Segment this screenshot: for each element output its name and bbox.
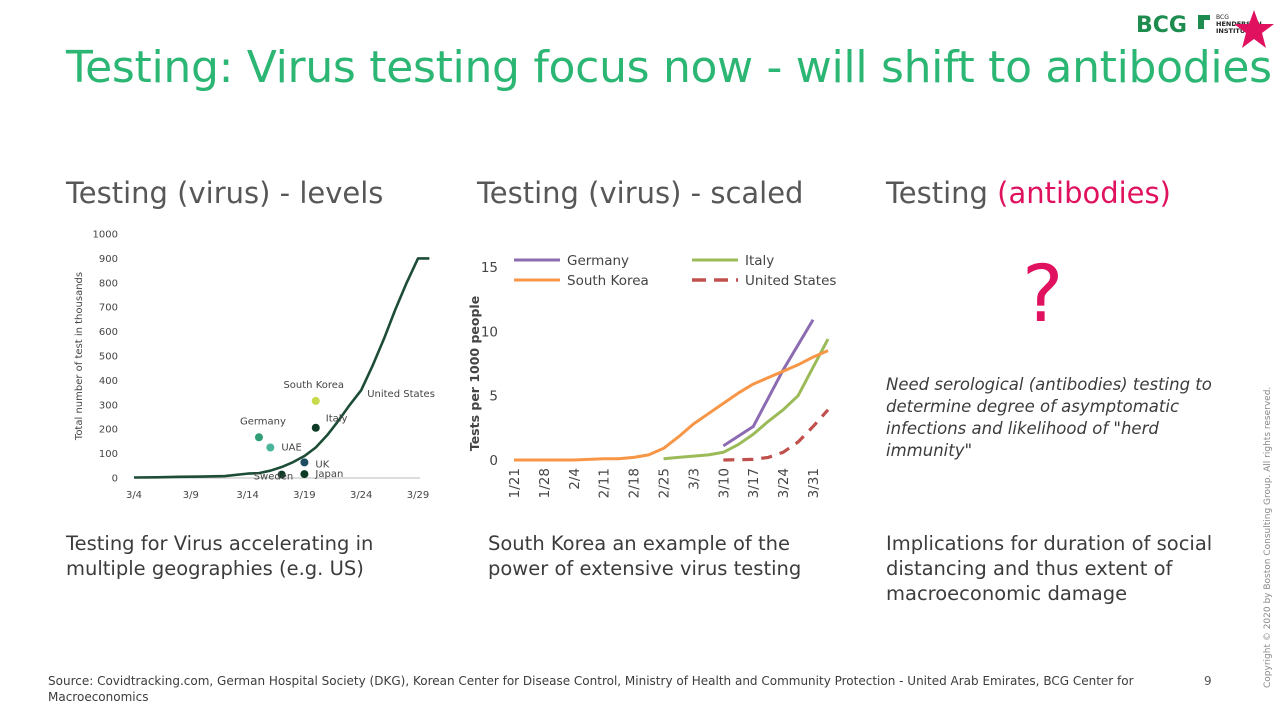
x-tick-label: 3/3 (686, 468, 702, 490)
logo-sub1: BCG (1216, 14, 1229, 21)
source-note: Source: Covidtracking.com, German Hospit… (48, 674, 1134, 704)
point-label: Japan (314, 469, 343, 480)
x-tick-label: 3/9 (183, 490, 199, 501)
series-line-us (133, 257, 430, 479)
y-tick-label: 500 (99, 352, 118, 363)
data-point (311, 396, 320, 405)
page-number: 9 (1204, 674, 1212, 688)
legend-label: Germany (567, 253, 629, 269)
logo-sub3: INSTITUTE (1216, 27, 1254, 35)
y-tick-label: 15 (481, 260, 498, 276)
section-heading-scaled: Testing (virus) - scaled (477, 176, 804, 210)
y-tick-label: 200 (99, 425, 118, 436)
caption-levels: Testing for Virus accelerating in multip… (66, 532, 374, 580)
x-tick-label: 3/24 (350, 490, 372, 501)
section-heading-levels: Testing (virus) - levels (66, 176, 384, 210)
point-label: Germany (240, 416, 286, 427)
series-line-united-states (723, 408, 830, 462)
page-title: Testing: Virus testing focus now - will … (66, 42, 1272, 93)
y-tick-label: 0 (489, 453, 498, 469)
heading-accent: (antibodies) (997, 176, 1171, 210)
data-point (266, 443, 275, 452)
series-line-south-korea (514, 349, 829, 462)
x-tick-label: 3/4 (126, 490, 142, 501)
point-label: Italy (326, 414, 348, 425)
y-tick-label: 700 (99, 303, 118, 314)
x-tick-label: 3/19 (293, 490, 315, 501)
section-heading-antibodies: Testing (antibodies) (886, 176, 1171, 210)
y-tick-label: 400 (99, 376, 118, 387)
y-tick-label: 800 (99, 278, 118, 289)
data-point (300, 470, 309, 479)
caption-scaled: South Korea an example of the power of e… (488, 532, 802, 580)
data-point (311, 423, 320, 432)
x-tick-label: 3/29 (407, 490, 429, 501)
caption-antibodies: Implications for duration of social dist… (886, 532, 1213, 605)
data-point (300, 458, 309, 467)
point-label: South Korea (283, 380, 344, 391)
y-tick-label: 100 (99, 449, 118, 460)
copyright-text: Copyright © 2020 by Boston Consulting Gr… (1263, 386, 1273, 688)
x-tick-label: 2/25 (657, 468, 673, 498)
question-mark: ? (1022, 250, 1064, 340)
y-tick-label: 0 (112, 474, 118, 485)
legend-label: South Korea (567, 273, 649, 289)
x-tick-label: 1/28 (537, 468, 553, 498)
y-axis-label: Tests per 1000 people (467, 296, 482, 451)
chart-levels: Total number of test in thousands 0 100 200… (74, 230, 435, 502)
point-label: UAE (281, 443, 301, 454)
bcg-logo: BCG BCG HENDERSON INSTITUTE (1136, 10, 1274, 48)
y-tick-label: 600 (99, 327, 118, 338)
x-tick-label: 1/21 (507, 468, 523, 498)
y-axis-label: Total number of test in thousands (74, 272, 85, 441)
label-united-states: United States (367, 389, 435, 400)
data-point (254, 433, 263, 442)
legend-label: United States (745, 273, 836, 289)
x-tick-label: 3/24 (776, 468, 792, 498)
series-line-italy (663, 338, 830, 461)
logo-main: BCG (1136, 13, 1187, 38)
legend-label: Italy (745, 253, 774, 269)
heading-prefix: Testing (886, 176, 998, 210)
star-icon (1234, 10, 1274, 48)
y-tick-label: 10 (481, 324, 498, 340)
x-tick-label: 2/11 (597, 468, 613, 498)
series-line-germany (722, 318, 815, 448)
x-tick-label: 2/4 (567, 468, 583, 490)
antibodies-note: Need serological (antibodies) testing to… (886, 375, 1212, 460)
copyright-note: Copyright © 2020 by Boston Consulting Gr… (1263, 387, 1273, 688)
x-tick-label: 3/10 (716, 468, 732, 498)
x-tick-label: 2/18 (627, 468, 643, 498)
y-tick-label: 900 (99, 254, 118, 265)
point-label: UK (315, 459, 329, 470)
x-tick-label: 3/31 (806, 468, 822, 498)
y-tick-label: 5 (489, 389, 498, 405)
point-label: Sweden (254, 472, 294, 483)
x-tick-label: 3/17 (746, 468, 762, 498)
x-tick-label: 3/14 (236, 490, 258, 501)
y-tick-label: 1000 (93, 230, 118, 241)
data-point (277, 470, 286, 479)
y-tick-label: 300 (99, 400, 118, 411)
chart-scaled: Tests per 1000 people 0 5 10 15 1/21 1/28 2/4 2/… (467, 253, 836, 498)
